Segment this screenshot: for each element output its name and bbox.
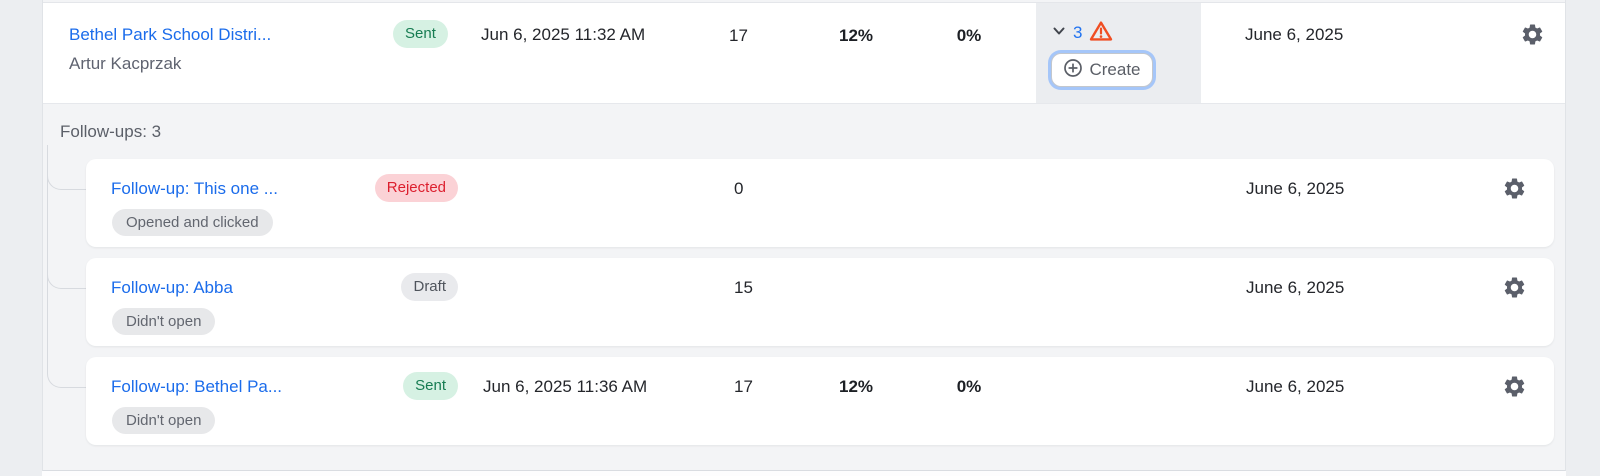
campaign-table: 3 Create Bethel Park School Distri... Ar… — [42, 0, 1566, 471]
page-bottom-strip — [42, 471, 1566, 476]
warning-icon — [1089, 20, 1113, 47]
followup-status-badge: Draft — [401, 273, 458, 301]
gear-icon[interactable] — [1500, 372, 1528, 400]
campaign-title-link[interactable]: Bethel Park School Distri... — [69, 25, 272, 44]
status-badge-label: Sent — [393, 20, 448, 48]
followup-status-badge: Rejected — [374, 174, 458, 202]
status-badge-label: Draft — [401, 273, 458, 301]
followup-title-link[interactable]: Follow-up: Abba — [111, 278, 233, 297]
create-followup-button[interactable]: Create — [1051, 53, 1153, 87]
followup-status-badge: Sent — [403, 372, 458, 400]
followup-sent-count: 15 — [734, 278, 753, 297]
followup-sent-count: 0 — [734, 179, 744, 198]
campaign-sent-datetime: Jun 6, 2025 11:32 AM — [481, 25, 646, 44]
followup-actions — [1500, 174, 1528, 202]
followups-cell: 3 Create — [1036, 3, 1201, 103]
status-badge-label: Rejected — [374, 174, 458, 202]
gear-icon[interactable] — [1500, 174, 1528, 202]
campaign-open-rate: 12% — [838, 26, 874, 45]
followups-section-label: Follow-ups: 3 — [60, 122, 162, 141]
followup-created-date: June 6, 2025 — [1246, 179, 1345, 198]
followup-sent-datetime: Jun 6, 2025 11:36 AM — [483, 377, 648, 396]
followup-condition-tag: Opened and clicked — [112, 209, 273, 236]
campaign-row: 3 Create Bethel Park School Distri... Ar… — [43, 3, 1565, 104]
followups-toggle[interactable]: 3 — [1052, 20, 1113, 46]
row-divider — [43, 2, 1565, 3]
followup-created-date: June 6, 2025 — [1246, 278, 1345, 297]
condition-tag-label: Didn't open — [112, 407, 216, 434]
followups-count: 3 — [1073, 23, 1083, 42]
followup-open-rate: 12% — [838, 377, 874, 396]
followup-sent-count: 17 — [734, 377, 753, 396]
status-badge-label: Sent — [403, 372, 458, 400]
create-button-label: Create — [1089, 60, 1141, 79]
tree-connector — [47, 145, 86, 388]
condition-tag-label: Didn't open — [112, 308, 216, 335]
followup-actions — [1500, 372, 1528, 400]
followup-card: Follow-up: Abba Draft 15 June 6, 2025 Di… — [86, 258, 1554, 346]
gear-icon[interactable] — [1518, 20, 1546, 48]
followup-created-date: June 6, 2025 — [1246, 377, 1345, 396]
followup-title-link[interactable]: Follow-up: Bethel Pa... — [111, 377, 283, 396]
campaign-status-badge: Sent — [393, 20, 448, 48]
campaign-owner: Artur Kacprzak — [69, 54, 182, 73]
followup-condition-tag: Didn't open — [112, 308, 216, 335]
followup-condition-tag: Didn't open — [112, 407, 216, 434]
followup-actions — [1500, 273, 1528, 301]
campaign-sent-count: 17 — [729, 26, 748, 45]
condition-tag-label: Opened and clicked — [112, 209, 273, 236]
gear-icon[interactable] — [1500, 273, 1528, 301]
campaign-actions — [1518, 20, 1546, 48]
campaign-reply-rate: 0% — [956, 26, 982, 45]
campaign-created-date: June 6, 2025 — [1245, 25, 1344, 44]
chevron-down-icon — [1052, 24, 1066, 43]
plus-circle-icon — [1063, 58, 1083, 83]
followup-card: Follow-up: Bethel Pa... Sent Jun 6, 2025… — [86, 357, 1554, 445]
followup-title-link[interactable]: Follow-up: This one ... — [111, 179, 278, 198]
followup-reply-rate: 0% — [956, 377, 982, 396]
followup-card: Follow-up: This one ... Rejected 0 June … — [86, 159, 1554, 247]
